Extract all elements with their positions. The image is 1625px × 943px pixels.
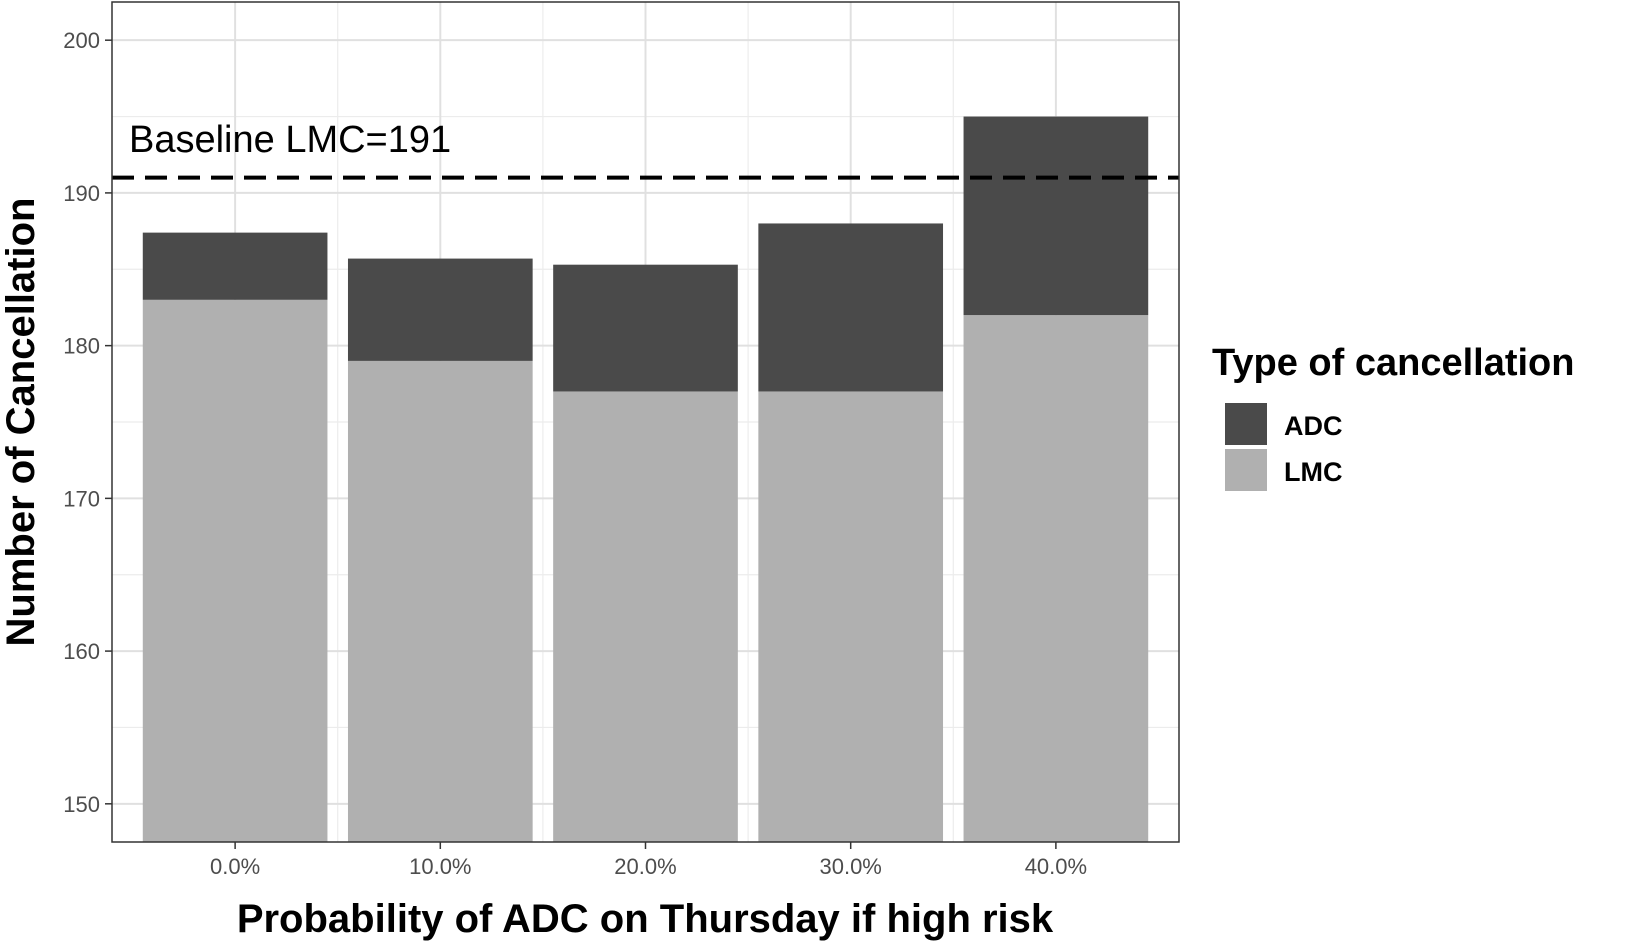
bar-lmc-3 [758,391,944,842]
y-tick-label: 180 [63,334,100,359]
legend-swatch-lmc [1225,449,1267,491]
legend-swatch-adc [1225,403,1267,445]
x-tick-label: 40.0% [1025,854,1087,879]
bar-adc-0 [142,232,328,300]
y-axis: 150 160 170 180 190 200 [63,28,112,817]
y-tick-label: 170 [63,486,100,511]
y-axis-title: Number of Cancellation [0,198,43,647]
legend: Type of cancellation ADC LMC [1212,342,1574,491]
x-tick-label: 20.0% [614,854,676,879]
bars [142,116,1149,842]
bar-lmc-4 [963,315,1149,842]
x-tick-label: 10.0% [409,854,471,879]
bar-adc-1 [347,258,533,361]
x-tick-label: 0.0% [210,854,260,879]
bar-lmc-0 [142,299,328,842]
legend-label-adc: ADC [1284,411,1343,441]
x-tick-label: 30.0% [819,854,881,879]
bar-adc-4 [963,116,1149,316]
y-tick-label: 200 [63,28,100,53]
x-axis-title: Probability of ADC on Thursday if high r… [237,897,1054,941]
y-tick-label: 150 [63,792,100,817]
legend-label-lmc: LMC [1284,457,1342,487]
y-tick-label: 190 [63,181,100,206]
baseline-annotation: Baseline LMC=191 [129,119,451,161]
bar-lmc-2 [553,391,738,842]
bar-adc-3 [758,223,944,392]
y-tick-label: 160 [63,639,100,664]
legend-title: Type of cancellation [1212,342,1574,384]
x-axis: 0.0% 10.0% 20.0% 30.0% 40.0% [210,842,1087,879]
bar-adc-2 [553,264,738,392]
bar-lmc-1 [347,360,533,842]
